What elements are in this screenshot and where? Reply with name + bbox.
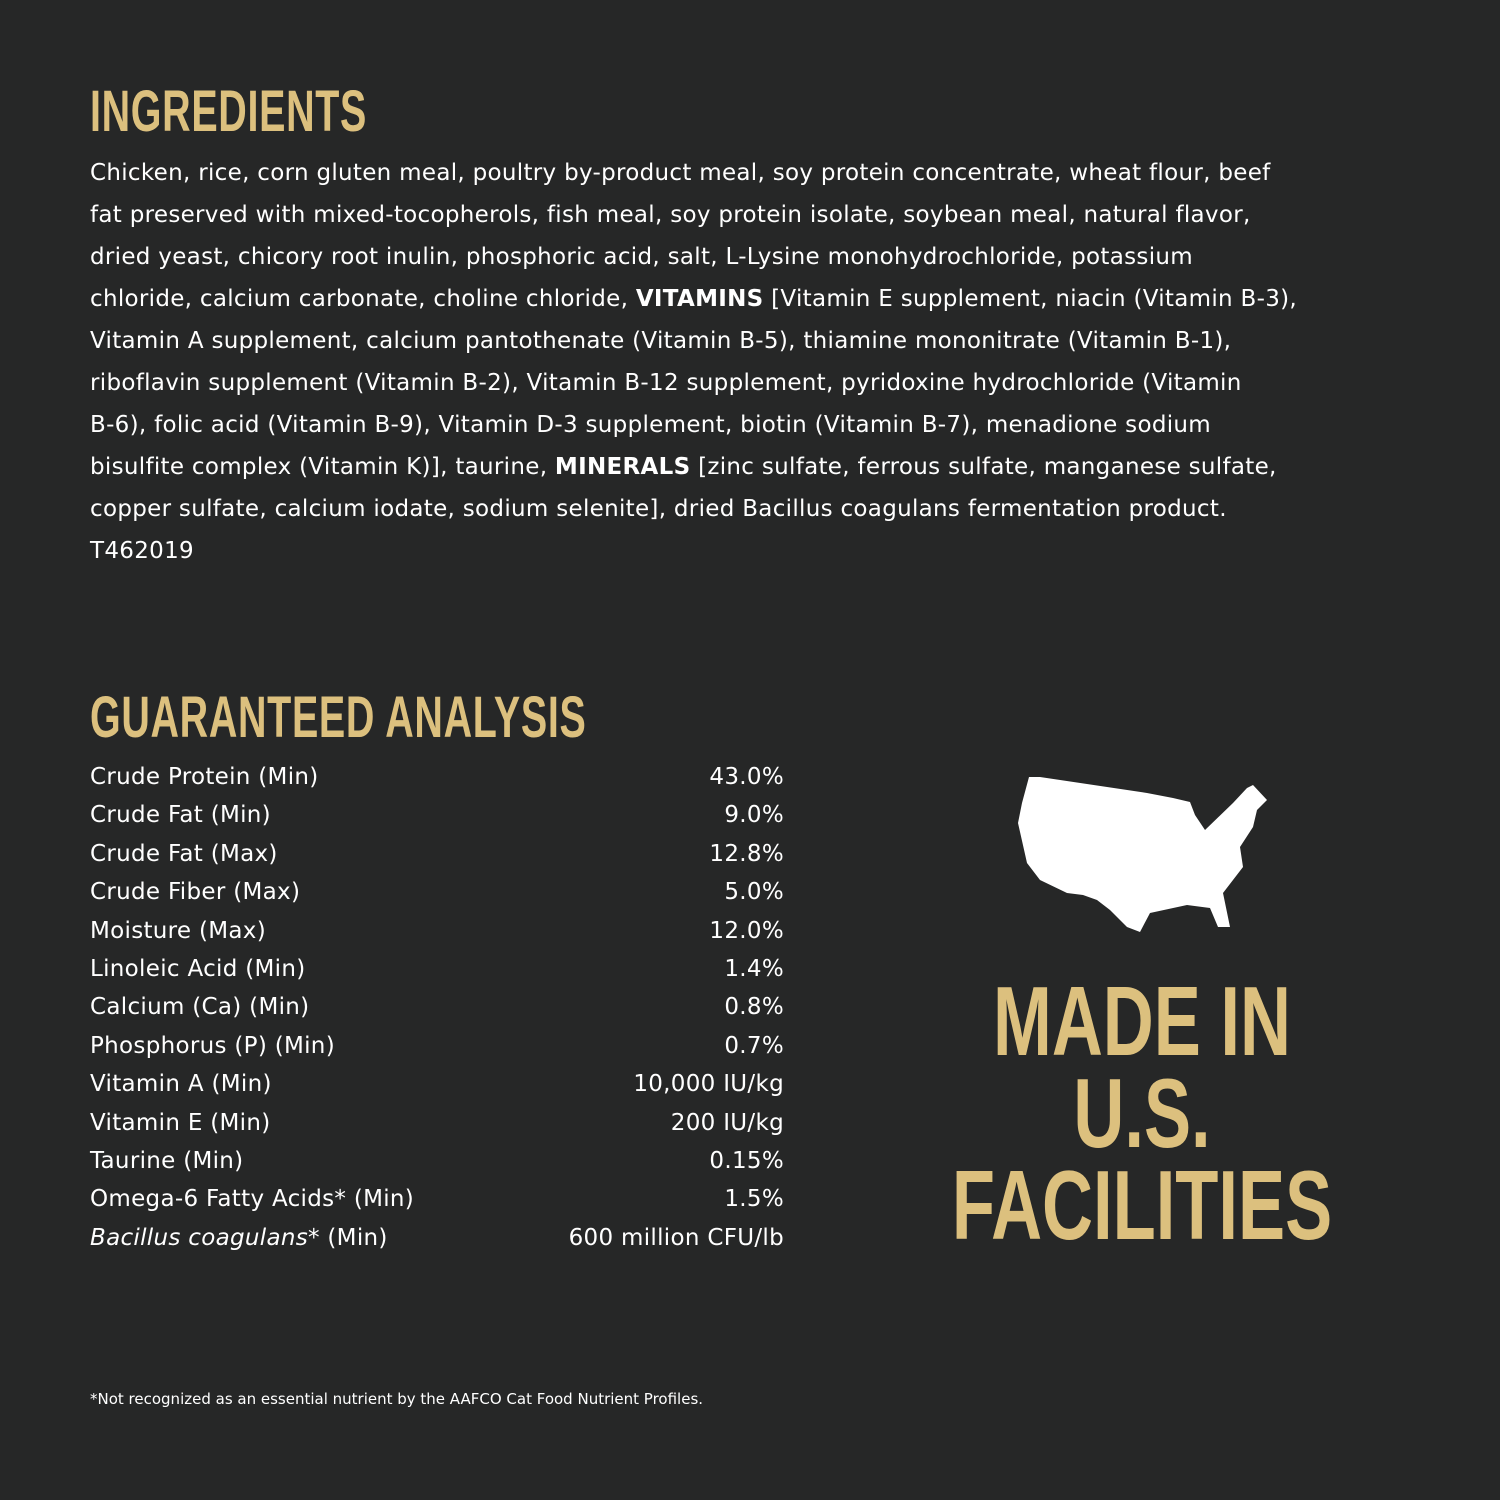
- ingredients-line: bisulfite complex (Vitamin K)], taurine,…: [90, 446, 1430, 488]
- nutrient-label: Taurine (Min): [90, 1142, 243, 1180]
- ingredient-text: Vitamin A supplement, calcium pantothena…: [90, 328, 1232, 354]
- ingredient-text: riboflavin supplement (Vitamin B-2), Vit…: [90, 370, 1242, 396]
- ingredient-text: Chicken, rice, corn gluten meal, poultry…: [90, 160, 1271, 186]
- analysis-row: Taurine (Min) 0.15%: [90, 1142, 784, 1180]
- nutrient-label: Linoleic Acid (Min): [90, 950, 305, 988]
- analysis-title: GUARANTEED ANALYSIS: [90, 685, 587, 750]
- badge-line: FACILITIES: [951, 1150, 1333, 1260]
- ingredients-title: INGREDIENTS: [90, 79, 368, 144]
- ingredient-text: [zinc sulfate, ferrous sulfate, manganes…: [690, 454, 1277, 480]
- nutrient-label: Crude Protein (Min): [90, 758, 319, 796]
- nutrient-label: Calcium (Ca) (Min): [90, 988, 309, 1026]
- nutrient-value: 0.8%: [724, 994, 784, 1021]
- nutrient-label: Omega-6 Fatty Acids* (Min): [90, 1180, 414, 1218]
- nutrient-qualifier: * (Min): [308, 1224, 388, 1251]
- ingredients-line: riboflavin supplement (Vitamin B-2), Vit…: [90, 362, 1430, 404]
- ingredients-line: Vitamin A supplement, calcium pantothena…: [90, 320, 1430, 362]
- ingredients-line: Chicken, rice, corn gluten meal, poultry…: [90, 152, 1430, 194]
- ingredient-group-label: VITAMINS: [635, 286, 764, 312]
- nutrient-value: 1.5%: [724, 1186, 784, 1213]
- nutrient-label: Vitamin E (Min): [90, 1104, 271, 1142]
- analysis-row: Bacillus coagulans* (Min) 600 million CFU…: [90, 1219, 784, 1257]
- analysis-row: Calcium (Ca) (Min) 0.8%: [90, 988, 784, 1026]
- nutrient-value: 1.4%: [724, 955, 784, 982]
- nutrient-name: Vitamin A (Min): [90, 1071, 272, 1098]
- analysis-row: Linoleic Acid (Min) 1.4%: [90, 950, 784, 988]
- nutrient-name: Crude Fat (Max): [90, 840, 278, 867]
- analysis-row: Moisture (Max) 12.0%: [90, 912, 784, 950]
- nutrient-name: Crude Fiber (Max): [90, 879, 301, 906]
- ingredients-line: fat preserved with mixed-tocopherols, fi…: [90, 194, 1430, 236]
- ingredient-group-label: MINERALS: [554, 454, 691, 480]
- nutrient-name: Phosphorus (P) (Min): [90, 1032, 335, 1059]
- ingredient-text: copper sulfate, calcium iodate, sodium s…: [90, 496, 1227, 522]
- ingredient-text: dried yeast, chicory root inulin, phosph…: [90, 244, 1193, 270]
- nutrient-value: 10,000 IU/kg: [633, 1071, 784, 1098]
- nutrient-label: Crude Fiber (Max): [90, 873, 300, 911]
- analysis-row: Vitamin E (Min) 200 IU/kg: [90, 1104, 784, 1142]
- nutrient-name: Moisture (Max): [90, 917, 266, 944]
- ingredient-text: bisulfite complex (Vitamin K)], taurine,: [90, 454, 555, 480]
- nutrient-value: 12.8%: [709, 840, 784, 867]
- nutrient-name: Crude Protein (Min): [90, 764, 319, 790]
- nutrient-name: Crude Fat (Min): [90, 802, 271, 829]
- ingredient-text: [Vitamin E supplement, niacin (Vitamin B…: [763, 286, 1298, 312]
- analysis-row: Vitamin A (Min) 10,000 IU/kg: [90, 1065, 784, 1103]
- ingredients-line: B-6), folic acid (Vitamin B-9), Vitamin …: [90, 404, 1430, 446]
- nutrient-value: 9.0%: [724, 802, 784, 829]
- nutrient-value: 200 IU/kg: [670, 1109, 784, 1136]
- nutrient-label: Phosphorus (P) (Min): [90, 1027, 335, 1065]
- ingredients-line: T462019: [90, 530, 1430, 572]
- nutrient-name: Bacillus coagulans: [90, 1224, 308, 1251]
- badge-line: MADE IN: [993, 966, 1291, 1076]
- ingredients-text: Chicken, rice, corn gluten meal, poultry…: [90, 152, 1430, 572]
- analysis-row: Crude Fat (Min) 9.0%: [90, 796, 784, 834]
- ingredients-line: dried yeast, chicory root inulin, phosph…: [90, 236, 1430, 278]
- analysis-row: Crude Protein (Min) 43.0%: [90, 758, 784, 796]
- nutrient-value: 5.0%: [724, 879, 784, 906]
- ingredient-text: B-6), folic acid (Vitamin B-9), Vitamin …: [90, 412, 1211, 438]
- nutrient-value: 0.15%: [709, 1147, 784, 1174]
- nutrient-name: Linoleic Acid (Min): [90, 955, 306, 982]
- nutrient-value: 12.0%: [709, 917, 784, 944]
- nutrient-name: Omega-6 Fatty Acids* (Min): [90, 1186, 415, 1213]
- ingredients-line: copper sulfate, calcium iodate, sodium s…: [90, 488, 1430, 530]
- footnote: *Not recognized as an essential nutrient…: [90, 1390, 704, 1408]
- nutrient-label: Crude Fat (Min): [90, 796, 271, 834]
- nutrient-value: 43.0%: [709, 764, 784, 790]
- analysis-row: Crude Fiber (Max) 5.0%: [90, 873, 784, 911]
- analysis-table: Crude Protein (Min) 43.0% Crude Fat (Min) 9…: [90, 758, 784, 1257]
- ingredients-line: chloride, calcium carbonate, choline chl…: [90, 278, 1430, 320]
- analysis-row: Omega-6 Fatty Acids* (Min) 1.5%: [90, 1180, 784, 1218]
- nutrient-name: Vitamin E (Min): [90, 1109, 271, 1136]
- nutrient-label: Vitamin A (Min): [90, 1065, 272, 1103]
- analysis-row: Crude Fat (Max) 12.8%: [90, 835, 784, 873]
- analysis-row: Phosphorus (P) (Min) 0.7%: [90, 1027, 784, 1065]
- nutrient-label: Moisture (Max): [90, 912, 266, 950]
- nutrient-label: Crude Fat (Max): [90, 835, 278, 873]
- badge-line: U.S.: [1073, 1058, 1211, 1168]
- nutrient-name: Taurine (Min): [90, 1147, 244, 1174]
- nutrient-value: 0.7%: [724, 1032, 784, 1059]
- nutrient-value: 600 million CFU/lb: [568, 1224, 784, 1251]
- ingredient-text: chloride, calcium carbonate, choline chl…: [90, 286, 636, 312]
- nutrient-name: Calcium (Ca) (Min): [90, 994, 310, 1021]
- nutrient-label: Bacillus coagulans* (Min): [90, 1219, 388, 1257]
- ingredient-text: fat preserved with mixed-tocopherols, fi…: [90, 202, 1251, 228]
- ingredient-text: T462019: [90, 538, 194, 564]
